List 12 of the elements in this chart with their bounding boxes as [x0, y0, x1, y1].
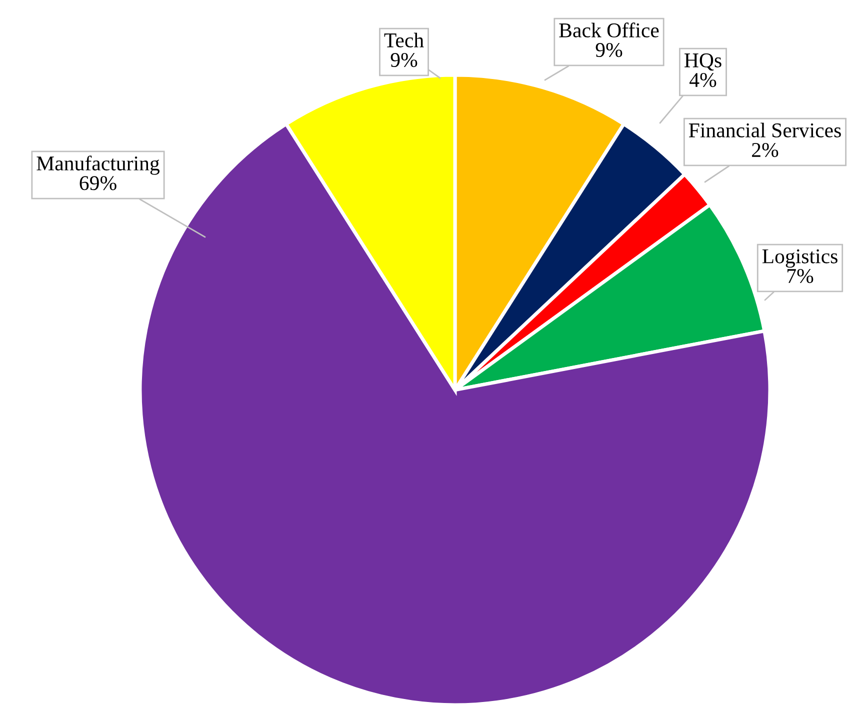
data-label: 7% — [787, 268, 814, 284]
slice-label: Back Office — [559, 22, 659, 38]
data-label: 4% — [690, 72, 716, 88]
data-label: 69% — [80, 176, 116, 190]
slice-label: Manufacturing — [36, 156, 160, 175]
data-label: 9% — [596, 42, 622, 58]
slice-label: Financial Services — [688, 122, 841, 138]
slice-label: Tech — [384, 32, 424, 48]
data-label: 2% — [752, 142, 778, 158]
data-label: 9% — [390, 52, 418, 68]
slice-label: HQs — [684, 53, 722, 71]
slice-label: Logistics — [762, 249, 838, 268]
